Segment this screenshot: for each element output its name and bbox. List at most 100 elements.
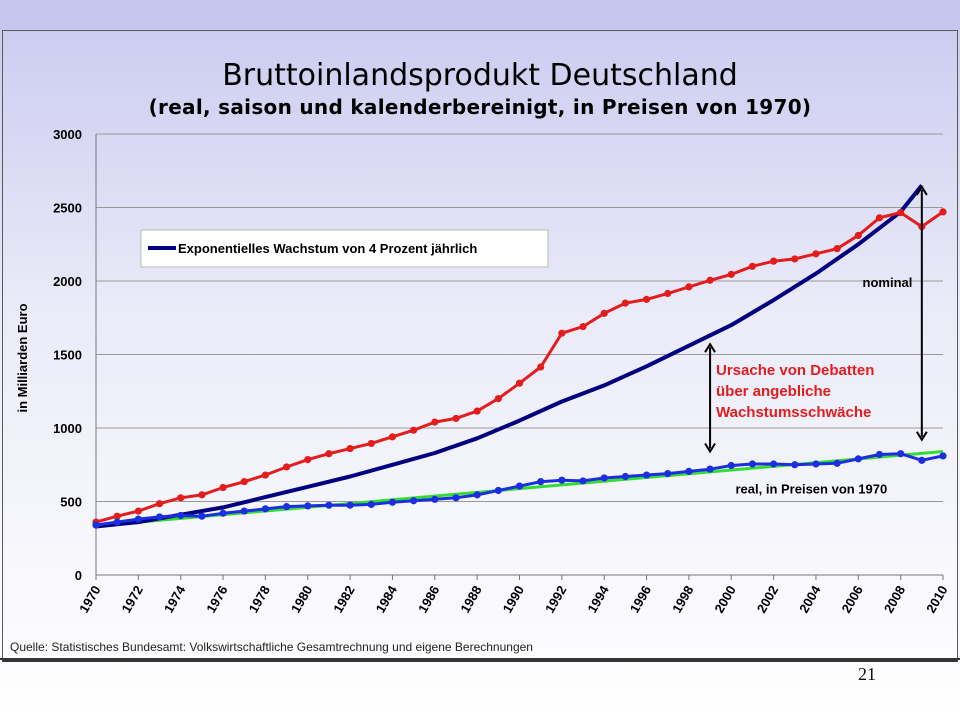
- series-1-point-2000: [727, 461, 735, 470]
- series-0-point-2005: [833, 245, 841, 253]
- x-tick-label-2004: 2004: [796, 582, 824, 615]
- series-0-point-1973: [155, 500, 164, 508]
- series-0-point-1994: [600, 309, 608, 317]
- series-0-point-1971: [113, 512, 121, 520]
- x-tick-label-2010: 2010: [923, 583, 950, 616]
- series-0-point-1979: [282, 463, 291, 471]
- x-axis-ticks: 1970 1972 1974 1976 1978 1980 1982 1984 1986 1988…: [76, 575, 951, 616]
- series-1-point-1975: [198, 512, 206, 520]
- series-0-point-1983: [367, 439, 375, 448]
- arrow-head-top-1: [915, 185, 928, 196]
- chart-title: Bruttoinlandsprodukt Deutschland: [222, 58, 738, 93]
- series-1-point-1987: [452, 494, 460, 502]
- series-0-point-2003: [791, 255, 799, 263]
- series-line-2: [95, 184, 924, 529]
- x-tick-label-1994: 1994: [584, 582, 612, 615]
- series-1-point-1983: [367, 500, 375, 509]
- series-0-point-2006: [854, 231, 862, 240]
- series-1-point-1990: [515, 482, 524, 490]
- x-tick-label-2000: 2000: [711, 583, 738, 616]
- x-tick-label-1980: 1980: [288, 583, 315, 616]
- series-1-point-2008: [897, 450, 905, 458]
- series-0-point-1997: [664, 289, 672, 298]
- series-1-point-1982: [346, 501, 354, 509]
- series-1-point-2003: [791, 461, 799, 469]
- series-1-point-2001: [748, 460, 757, 468]
- series-1-point-1995: [621, 472, 629, 481]
- annotation-cause-line-1: Ursache von Debatten: [716, 362, 874, 379]
- legend-box: [140, 229, 549, 268]
- series-0-point-1984: [388, 433, 397, 441]
- y-tick-label-3000: 3000: [53, 127, 82, 142]
- annotation-cause-line-2: über angebliche: [716, 383, 831, 400]
- legend-label-exponential: Exponentielles Wachstum von 4 Prozent jä…: [178, 241, 477, 256]
- series-1-point-1979: [282, 503, 291, 511]
- series-0-point-1978: [261, 471, 269, 479]
- x-tick-label-1990: 1990: [500, 583, 527, 616]
- series-0-point-1985: [410, 426, 418, 434]
- annotation-real: real, in Preisen von 1970: [735, 481, 887, 496]
- series-0-point-1996: [642, 295, 651, 303]
- series-1-point-1997: [664, 469, 672, 478]
- x-tick-label-1986: 1986: [415, 583, 442, 616]
- series-1-point-1980: [304, 502, 312, 510]
- x-tick-label-1996: 1996: [627, 583, 654, 616]
- series-1-point-1985: [410, 497, 418, 505]
- series-1-point-1981: [325, 501, 333, 509]
- series-1-point-2010: [939, 452, 947, 460]
- series-1-point-1978: [261, 505, 269, 513]
- series-1-point-1973: [155, 513, 164, 521]
- series-0-point-1980: [304, 456, 312, 464]
- series-0-point-1982: [346, 444, 354, 453]
- x-tick-label-1992: 1992: [542, 583, 569, 616]
- series-0-point-1991: [537, 363, 545, 371]
- x-tick-label-1982: 1982: [330, 583, 357, 616]
- y-tick-label-1000: 1000: [53, 421, 82, 436]
- x-tick-label-1972: 1972: [118, 583, 145, 616]
- series-0-point-2000: [727, 270, 735, 278]
- annotations-layer: nominal real, in Preisen von 1970 Ursache …: [704, 185, 928, 496]
- source-note: Quelle: Statistisches Bundesamt: Volkswi…: [10, 640, 533, 654]
- x-tick-label-1976: 1976: [203, 583, 230, 616]
- x-tick-label-1978: 1978: [246, 583, 273, 616]
- series-1-point-2002: [770, 460, 778, 468]
- series-1-point-1974: [177, 511, 185, 520]
- series-0-point-2002: [770, 257, 778, 265]
- series-1-point-1977: [240, 507, 248, 515]
- series-0-point-1987: [452, 414, 460, 423]
- series-1-point-1976: [219, 509, 227, 517]
- series-0-point-2007: [875, 214, 884, 222]
- arrow-head-bottom-0: [704, 442, 716, 454]
- series-1-point-1992: [558, 476, 566, 484]
- series-1-point-1986: [431, 495, 439, 503]
- series-0-point-1974: [177, 494, 185, 502]
- series-1-point-1999: [706, 465, 714, 473]
- y-axis-label: in Milliarden Euro: [15, 303, 30, 412]
- series-0-point-1986: [431, 418, 439, 426]
- series-1-point-1988: [473, 491, 481, 499]
- series-1-point-1984: [388, 498, 397, 506]
- series-1-point-1991: [537, 478, 545, 486]
- series-0-point-1990: [515, 379, 524, 387]
- series-1-point-2005: [833, 459, 841, 467]
- series-1-point-2007: [875, 450, 884, 459]
- series-0-point-1992: [558, 329, 566, 337]
- series-0-point-1999: [706, 276, 714, 284]
- series-1-point-1994: [600, 474, 608, 482]
- series-1-point-2009: [918, 456, 926, 464]
- y-tick-label-1500: 1500: [53, 348, 82, 363]
- annotation-nominal: nominal: [863, 275, 913, 290]
- y-tick-label-0: 0: [75, 568, 82, 583]
- x-tick-label-1970: 1970: [76, 583, 103, 616]
- series-1-point-1996: [642, 471, 651, 479]
- legend: Exponentielles Wachstum von 4 Prozent jä…: [140, 229, 549, 268]
- series-1-point-2006: [854, 455, 862, 463]
- series-0-point-1977: [240, 478, 248, 486]
- series-0-point-1995: [621, 299, 629, 307]
- series-0-point-2001: [748, 262, 757, 270]
- series-0-point-1975: [198, 491, 206, 499]
- series-0-point-2008: [897, 209, 905, 217]
- series-1-point-1993: [579, 477, 587, 485]
- x-tick-label-1998: 1998: [669, 583, 696, 616]
- grid-lines: [95, 133, 943, 576]
